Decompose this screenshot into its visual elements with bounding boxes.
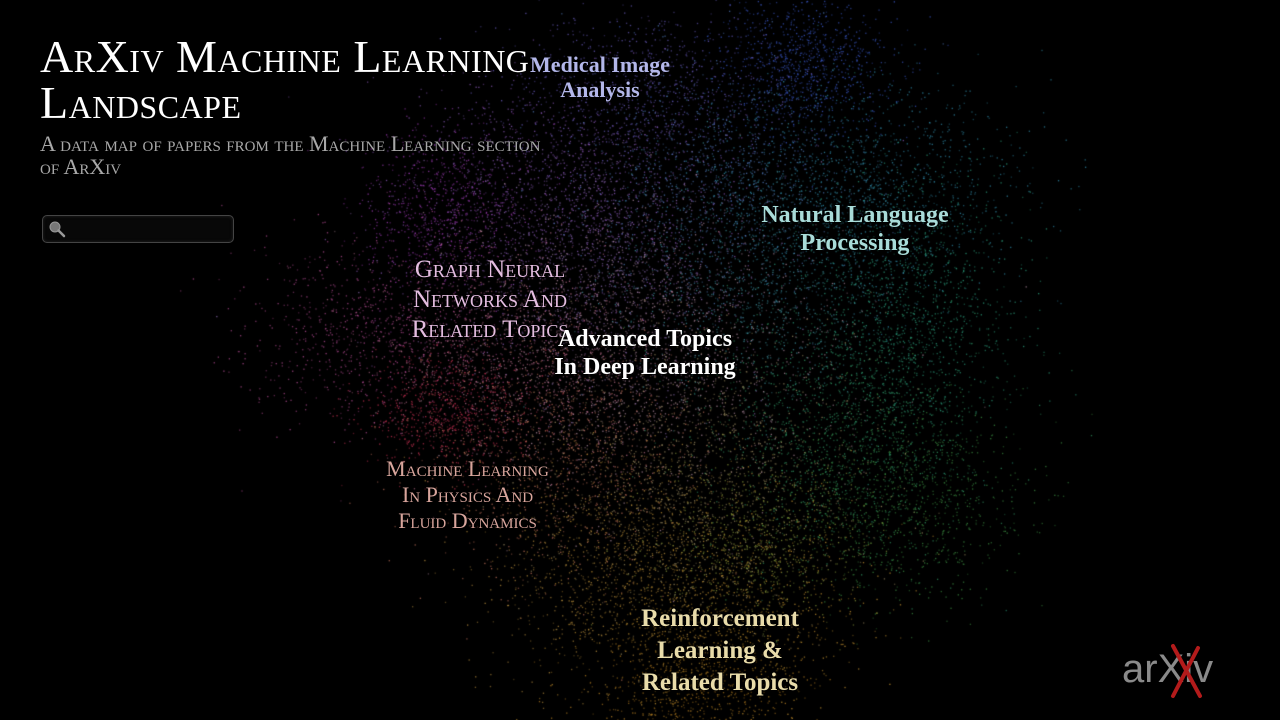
- cluster-label-graph-neural-networks[interactable]: Graph Neural Networks And Related Topics: [411, 256, 569, 343]
- search-box[interactable]: [42, 215, 234, 243]
- page-subtitle: A data map of papers from the Machine Le…: [40, 131, 541, 179]
- cluster-label-medical-image-analysis[interactable]: Medical Image Analysis: [530, 52, 670, 103]
- header: ArXiv Machine Learning Landscape A data …: [40, 31, 560, 179]
- cluster-label-natural-language-processing[interactable]: Natural Language Processing: [761, 202, 949, 256]
- cluster-label-ml-physics-fluid-dynamics[interactable]: Machine Learning In Physics And Fluid Dy…: [386, 456, 549, 533]
- cluster-label-advanced-topics-deep-learning[interactable]: Advanced Topics In Deep Learning: [554, 326, 736, 380]
- page-title: ArXiv Machine Learning Landscape: [40, 31, 530, 128]
- search-icon: [47, 219, 67, 239]
- logo-wordmark: arXiv: [1122, 647, 1213, 691]
- search-input[interactable]: [69, 220, 233, 238]
- arxiv-logo: arXiv: [1120, 640, 1260, 702]
- cluster-label-reinforcement-learning[interactable]: Reinforcement Learning & Related Topics: [641, 605, 799, 696]
